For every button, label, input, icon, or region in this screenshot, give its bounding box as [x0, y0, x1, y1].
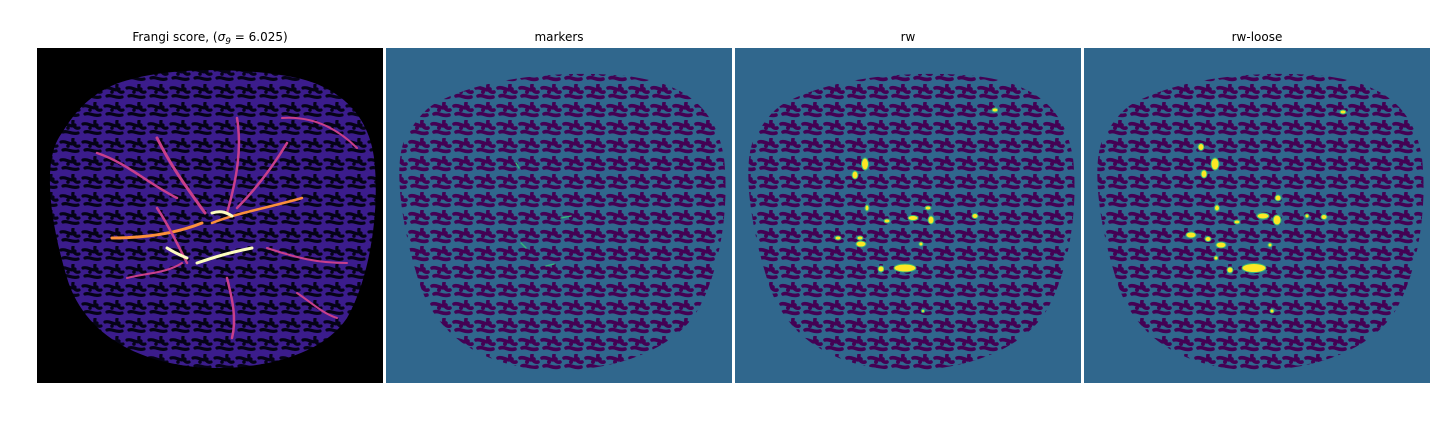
frangi-bright-vessels [95, 116, 358, 340]
rw-yellow-segments [834, 107, 999, 313]
rw-svg [735, 48, 1081, 383]
markers-vessel-network [399, 73, 726, 371]
panel-title-markers: markers [534, 30, 584, 44]
rw-loose-vessel-network [1097, 73, 1424, 371]
panel-title-frangi: Frangi score, (σ9 = 6.025) [37, 30, 383, 47]
rw-image [735, 48, 1081, 383]
rw-vessel-network [748, 73, 1075, 371]
title-prefix: Frangi score, ( [132, 30, 218, 44]
frangi-score-svg [37, 48, 383, 383]
markers-green-segments [515, 162, 572, 267]
frangi-vessel-network [49, 70, 376, 369]
markers-image [386, 48, 732, 383]
markers-svg [386, 48, 732, 383]
title-symbol: σ [217, 30, 226, 44]
frangi-score-image [37, 48, 383, 383]
rw-loose-image [1084, 48, 1430, 383]
rw-loose-svg [1084, 48, 1430, 383]
panel-title-rw-loose: rw-loose [1231, 30, 1283, 44]
title-suffix: = 6.025) [230, 30, 288, 44]
panel-title-rw: rw [900, 30, 916, 44]
rw-loose-yellow-segments [1185, 109, 1347, 314]
title-subscript: 9 [225, 37, 231, 47]
